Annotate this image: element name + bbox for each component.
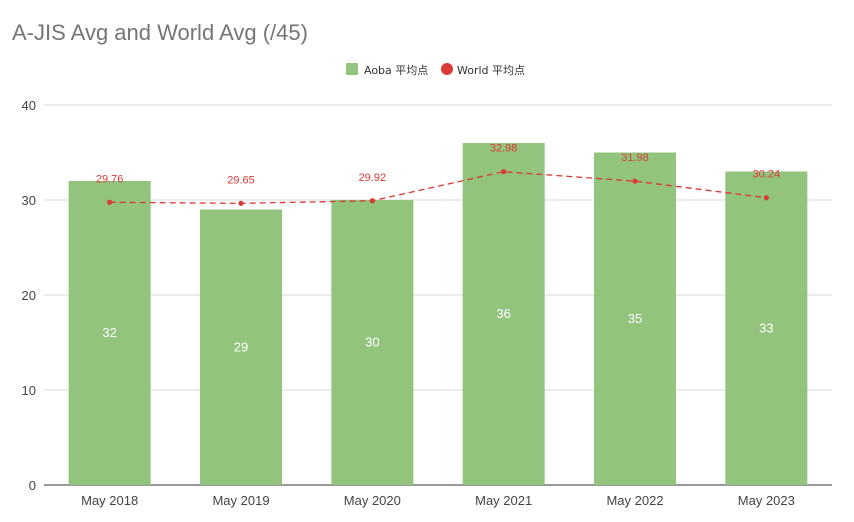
line-data-label: 29.76 [96, 173, 124, 185]
line-data-label: 32.98 [490, 143, 518, 155]
bar [462, 143, 545, 485]
bar-data-label: 36 [496, 306, 510, 321]
y-tick-label: 30 [22, 193, 36, 208]
y-tick-label: 0 [29, 478, 36, 493]
y-tick-label: 10 [22, 383, 36, 398]
x-tick-label: May 2020 [344, 493, 401, 508]
line-data-label: 29.65 [227, 174, 255, 186]
line-point [238, 200, 244, 206]
bar [331, 200, 414, 485]
line-data-label: 31.98 [621, 152, 649, 164]
legend-swatch-bar [346, 63, 358, 75]
x-tick-label: May 2023 [738, 493, 795, 508]
bar-data-label: 35 [628, 311, 642, 326]
bar [68, 181, 151, 485]
legend-swatch-line [441, 63, 453, 75]
x-tick-label: May 2018 [81, 493, 138, 508]
bar-data-label: 30 [365, 335, 379, 350]
x-axis: May 2018 May 2019 May 2020 May 2021 May 2022… [81, 493, 795, 508]
line-data-label: 29.92 [359, 172, 387, 184]
y-axis: 0 10 20 30 40 [22, 98, 36, 493]
line-series: 29.76 29.65 29.92 32.98 31.98 30.24 [96, 143, 780, 206]
legend-label-bar: Aoba 平均点 [364, 64, 428, 77]
line-data-label: 30.24 [753, 169, 781, 181]
bar-labels: 32 29 30 36 35 33 [102, 306, 773, 354]
legend-label-line: World 平均点 [457, 64, 525, 77]
legend: Aoba 平均点 World 平均点 [346, 63, 525, 77]
chart-title: A-JIS Avg and World Avg (/45) [12, 20, 308, 45]
x-tick-label: May 2022 [606, 493, 663, 508]
x-tick-label: May 2019 [212, 493, 269, 508]
bar [594, 152, 676, 485]
bar-data-label: 32 [102, 325, 116, 340]
line-path [109, 171, 767, 204]
line-point [763, 195, 769, 201]
bar-data-label: 29 [234, 339, 248, 354]
x-tick-label: May 2021 [475, 493, 532, 508]
line-point [369, 198, 375, 204]
bar-series [68, 143, 808, 485]
grid [44, 104, 832, 486]
bar [200, 209, 282, 485]
bar-data-label: 33 [759, 320, 773, 335]
y-tick-label: 40 [22, 98, 36, 113]
line-point [107, 199, 113, 205]
line-point [501, 169, 507, 175]
y-tick-label: 20 [22, 288, 36, 303]
line-point [632, 178, 638, 184]
bar [725, 171, 808, 485]
